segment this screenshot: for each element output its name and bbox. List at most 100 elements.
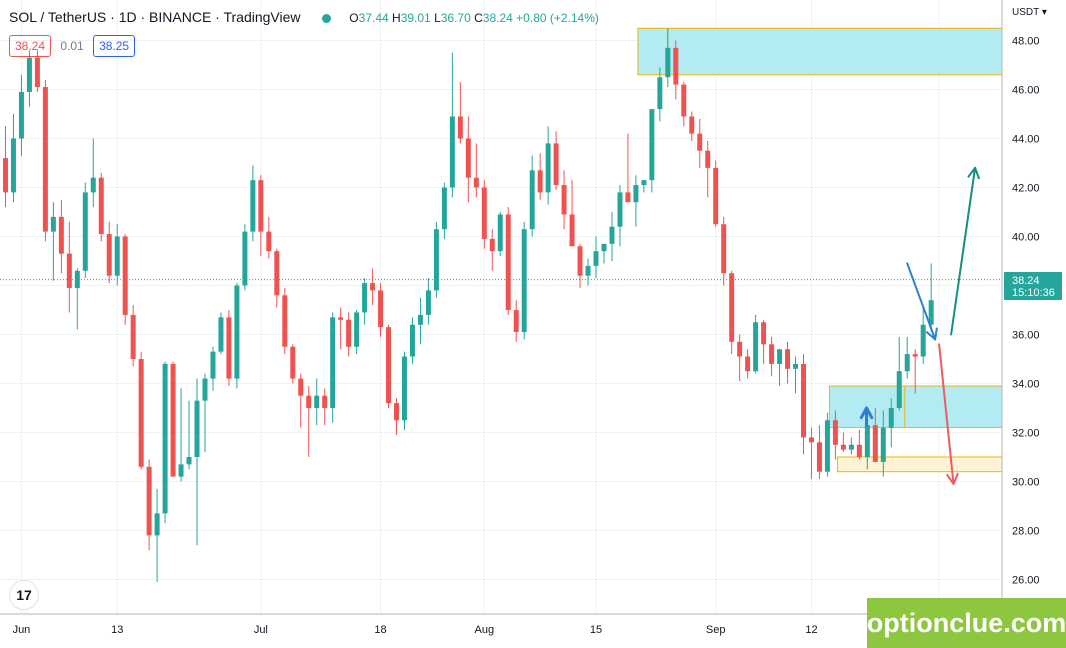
candle-body	[832, 420, 838, 445]
zone-support-low	[836, 456, 1003, 473]
candle-body	[282, 295, 288, 347]
candle-body	[202, 378, 208, 401]
candle-body	[90, 177, 96, 193]
candle-body	[258, 180, 264, 232]
candle-body	[705, 150, 711, 168]
price-tick-label: 46.00	[1012, 85, 1040, 97]
open-value: 37.44	[358, 11, 389, 25]
candle-body	[529, 170, 535, 230]
candle-body	[721, 224, 727, 274]
candle-body	[425, 290, 431, 315]
low-value: 36.70	[440, 11, 471, 25]
buy-price-button[interactable]: 38.25	[93, 35, 136, 57]
low-label: L	[434, 11, 441, 25]
candle-body	[665, 47, 671, 78]
ohlc-values: O37.44 H39.01 L36.70 C38.24 +0.80 (+2.14…	[349, 11, 599, 25]
candle-body	[641, 180, 647, 186]
candle-body	[98, 177, 104, 235]
candle-body	[577, 246, 583, 276]
candle-body	[162, 363, 168, 514]
chart-header: SOL / TetherUS · 1D · BINANCE · TradingV…	[9, 9, 599, 25]
current-price-value: 38.24	[1012, 275, 1040, 287]
candle-body	[457, 116, 463, 139]
currency-dropdown[interactable]: USDT ▾	[1012, 7, 1047, 18]
candle-body	[26, 57, 32, 92]
candle-body	[218, 317, 224, 352]
candle-body	[609, 226, 615, 244]
candle-body	[130, 314, 136, 359]
candle-body	[314, 395, 320, 408]
candle-body	[856, 444, 862, 457]
close-label: C	[474, 11, 483, 25]
candle-body	[401, 356, 407, 421]
candle-body	[729, 273, 735, 342]
candle-body	[904, 354, 910, 372]
candle-body	[920, 324, 926, 357]
candle-body	[553, 143, 559, 186]
change-value: +0.80 (+2.14%)	[516, 11, 599, 25]
arrow-shaft	[906, 262, 937, 341]
candle-body	[58, 216, 64, 254]
candle-body	[872, 425, 878, 462]
candle-body	[593, 251, 599, 266]
order-row: 38.24 0.01 38.25	[9, 35, 136, 57]
candle-body	[298, 378, 304, 396]
candle-body	[449, 116, 455, 188]
high-label: H	[392, 11, 401, 25]
candle-body	[306, 395, 312, 408]
candle-body	[880, 427, 886, 462]
price-tick-label: 28.00	[1012, 526, 1040, 538]
price-tick-label: 44.00	[1012, 134, 1040, 146]
candle-body	[346, 319, 352, 347]
candle-body	[114, 236, 120, 276]
candle-body	[601, 243, 607, 252]
candle-body	[537, 170, 543, 193]
candle-body	[354, 312, 360, 347]
price-tick-label: 36.00	[1012, 330, 1040, 342]
sell-price-button[interactable]: 38.24	[9, 35, 52, 57]
tradingview-logo-icon[interactable]: 17	[9, 580, 39, 610]
candle-body	[489, 238, 495, 252]
candle-body	[250, 180, 256, 232]
time-tick-label: 13	[111, 624, 123, 636]
candle-body	[777, 349, 783, 364]
candle-body	[808, 437, 814, 443]
candle-body	[848, 444, 854, 450]
candle-body	[106, 234, 112, 276]
candle-body	[146, 466, 152, 536]
high-value: 39.01	[400, 11, 431, 25]
candle-body	[18, 91, 24, 139]
bar-countdown: 15:10:36	[1012, 287, 1055, 299]
zones-layer	[637, 27, 1003, 473]
candle-body	[409, 324, 415, 357]
candle-body	[545, 143, 551, 193]
candle-body	[657, 77, 663, 110]
candle-body	[362, 283, 368, 313]
price-tick-label: 30.00	[1012, 477, 1040, 489]
candle-body	[912, 354, 918, 357]
arrow-shaft	[950, 166, 977, 336]
candle-body	[290, 346, 296, 379]
symbol-title[interactable]: SOL / TetherUS · 1D · BINANCE · TradingV…	[9, 9, 301, 25]
candle-body	[210, 351, 216, 379]
candle-body	[394, 403, 400, 421]
price-axis-panel[interactable]	[1002, 0, 1066, 614]
candle-body	[481, 187, 487, 239]
candle-body	[465, 138, 471, 178]
candle-body	[769, 344, 775, 364]
time-tick-label: Sep	[706, 624, 726, 636]
candle-body	[74, 270, 80, 288]
candle-body	[888, 408, 894, 428]
drawn-arrows	[859, 166, 980, 485]
candle-body	[82, 192, 88, 271]
time-tick-label: Jul	[254, 624, 268, 636]
arrow-shaft	[938, 343, 955, 485]
price-tick-label: 26.00	[1012, 575, 1040, 587]
candle-body	[785, 349, 791, 369]
candle-body	[433, 229, 439, 291]
candle-body	[761, 322, 767, 345]
candle-body	[226, 317, 232, 379]
candle-body	[505, 214, 511, 310]
price-tick-label: 40.00	[1012, 232, 1040, 244]
